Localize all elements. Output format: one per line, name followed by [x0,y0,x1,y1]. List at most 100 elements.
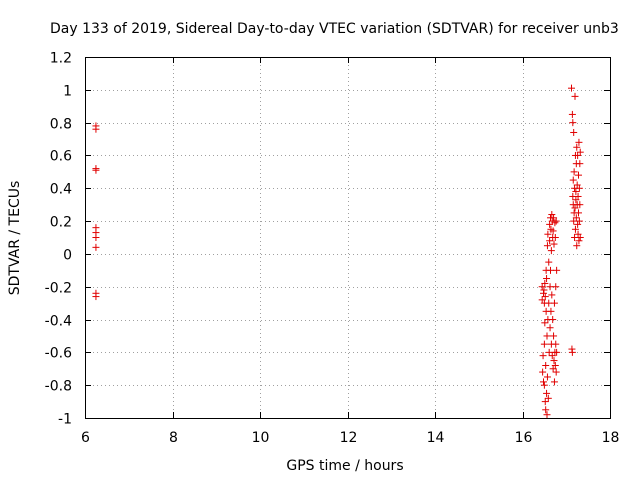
data-point [574,192,582,200]
data-point [551,219,559,227]
data-point [573,242,581,250]
x-tick-label: 12 [340,430,358,446]
data-point [548,291,556,299]
data-point [570,128,578,136]
data-point [543,373,551,381]
data-point [571,92,579,100]
data-point [572,188,580,196]
data-point [569,176,577,184]
data-point [553,348,561,356]
x-tick-label: 8 [169,430,178,446]
data-point [540,378,547,386]
data-point [543,332,551,340]
data-point [552,283,560,291]
data-point [546,237,554,245]
y-tick-label: 0 [63,248,72,264]
data-point [576,201,584,209]
data-point [541,293,549,301]
data-point [576,160,584,168]
data-point [544,230,552,238]
data-point [540,340,548,348]
data-point [575,184,583,192]
data-point [549,227,557,235]
data-point [553,266,561,274]
data-point [574,220,582,228]
data-point [552,368,560,376]
data-point [540,286,548,294]
y-tick-label: 0.6 [50,149,72,165]
data-point [543,389,551,397]
x-tick-labels: 6 8 10 12 14 16 18 [81,430,619,446]
data-point [92,234,100,241]
data-point [575,138,583,146]
data-point [541,279,549,287]
data-point [541,319,549,327]
y-tick-label: -1 [58,412,72,428]
data-point [543,411,551,419]
data-point [540,381,548,389]
data-point [539,368,547,376]
data-point [547,307,555,315]
data-point [544,394,552,402]
data-point [547,266,554,274]
x-tick-label: 16 [515,430,533,446]
grid-layer [85,57,611,419]
data-point [92,166,100,174]
data-point [543,275,551,283]
y-tick-label: 0.8 [50,117,72,133]
data-point [92,125,100,133]
data-point [568,110,576,118]
data-point [569,119,577,127]
data-point [568,348,576,356]
data-point [568,84,575,92]
data-point [542,361,550,369]
data-point [548,211,556,219]
data-point [576,148,584,156]
x-tick-label: 10 [252,430,270,446]
x-tick-label: 6 [81,430,90,446]
data-point [573,143,581,151]
y-tick-label: -0.4 [45,314,72,330]
data-point [552,217,560,225]
data-point [539,352,547,360]
data-point [550,332,558,340]
data-point [550,299,558,307]
y-tick-label: 0.2 [50,215,72,231]
data-point [542,406,550,414]
y-tick-labels: -1 -0.8 -0.6 -0.4 -0.2 0 0.2 0.4 0.6 0.8 1 1.2 [45,51,72,428]
y-tick-label: 0.4 [50,182,72,198]
data-point [552,340,560,348]
marks-layer [92,84,584,419]
x-tick-label: 14 [427,430,445,446]
x-axis-label: GPS time / hours [286,458,403,474]
data-point [575,217,583,225]
plot-frame [85,57,611,419]
data-point [547,247,555,255]
data-point [550,357,558,365]
data-point [551,234,559,241]
data-point [571,225,579,233]
data-point [575,237,583,245]
data-point [546,324,554,332]
y-axis-label: SDTVAR / TECUs [7,181,23,296]
data-point [551,361,559,369]
y-tick-label: -0.2 [45,281,72,297]
data-point [545,258,553,266]
data-point [92,293,100,301]
y-tick-label: -0.6 [45,346,72,362]
data-point [576,234,584,241]
data-point [550,240,558,248]
data-point [572,214,580,222]
data-point [543,242,551,250]
data-point [575,171,582,179]
y-tick-label: 1.2 [50,51,72,67]
data-point [541,398,549,406]
y-tick-label: 1 [63,84,72,100]
data-point [575,209,582,217]
x-tick-label: 18 [602,430,620,446]
chart-title: Day 133 of 2019, Sidereal Day-to-day VTE… [50,21,619,37]
data-point [549,316,557,324]
data-point [570,168,578,176]
data-point [550,378,558,386]
